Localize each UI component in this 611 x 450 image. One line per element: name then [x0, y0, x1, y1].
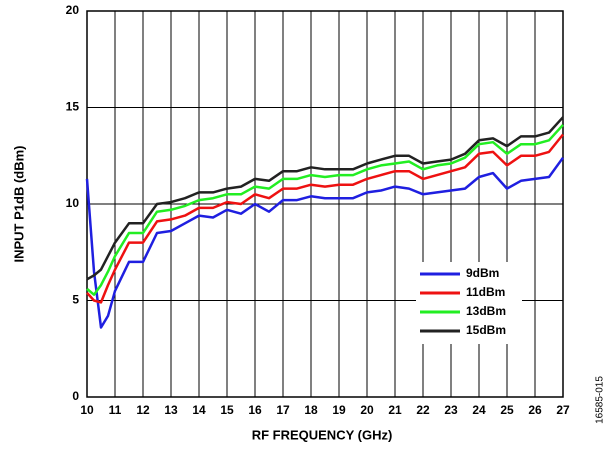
y-tick-label: 0: [72, 389, 79, 403]
legend-label: 9dBm: [466, 266, 499, 280]
legend-label: 11dBm: [466, 285, 505, 299]
x-tick-label: 14: [192, 403, 206, 417]
x-tick-label: 13: [164, 403, 178, 417]
series-line: [85, 156, 565, 329]
y-tick-label: 10: [66, 196, 80, 210]
x-tick-label: 17: [276, 403, 290, 417]
y-tick-label: 15: [66, 100, 80, 114]
x-tick-label: 26: [528, 403, 542, 417]
figure-id: 16585-015: [595, 376, 606, 424]
series-line: [86, 116, 564, 281]
x-tick-label: 23: [444, 403, 458, 417]
x-tick-label: 10: [80, 403, 94, 417]
y-axis-label: INPUT P1dB (dBm): [11, 146, 26, 263]
legend-label: 15dBm: [466, 323, 506, 337]
x-tick-label: 20: [360, 403, 374, 417]
y-tick-label: 5: [72, 293, 79, 307]
plot-frame: [86, 10, 564, 398]
x-tick-label: 27: [556, 403, 570, 417]
x-tick-label: 22: [416, 403, 430, 417]
series-line: [86, 133, 564, 304]
x-tick-label: 11: [109, 403, 122, 417]
y-tick-label: 20: [66, 3, 80, 17]
x-tick-label: 12: [136, 403, 150, 417]
x-tick-label: 24: [472, 403, 486, 417]
x-tick-label: 18: [304, 403, 318, 417]
x-tick-label: 19: [332, 403, 346, 417]
x-axis-label: RF FREQUENCY (GHz): [252, 427, 393, 442]
x-tick-label: 25: [500, 403, 514, 417]
series-line: [86, 124, 564, 296]
x-tick-label: 21: [388, 403, 402, 417]
x-tick-label: 16: [248, 403, 262, 417]
x-tick-label: 15: [220, 403, 234, 417]
legend-label: 13dBm: [466, 304, 506, 318]
